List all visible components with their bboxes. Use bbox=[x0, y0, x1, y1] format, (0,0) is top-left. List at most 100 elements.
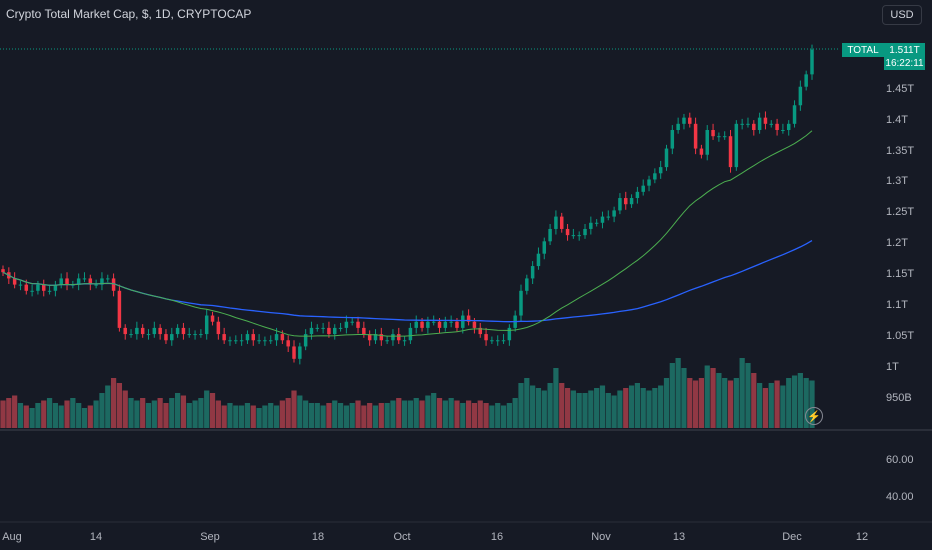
candle-body bbox=[1, 269, 5, 273]
candle-body bbox=[647, 179, 651, 186]
candle-body bbox=[548, 228, 552, 242]
volume-bar bbox=[116, 383, 123, 428]
volume-bar bbox=[273, 405, 280, 428]
volume-bar bbox=[786, 378, 792, 428]
volume-bar bbox=[570, 390, 576, 428]
volume-bar bbox=[256, 408, 262, 428]
volume-bar bbox=[774, 380, 780, 428]
candle-body bbox=[129, 334, 133, 336]
candle-body bbox=[519, 290, 523, 316]
volume-bar bbox=[588, 390, 594, 428]
volume-bar bbox=[87, 405, 93, 428]
currency-button[interactable]: USD bbox=[882, 5, 922, 25]
candle-body bbox=[717, 136, 721, 138]
volume-bar bbox=[460, 403, 466, 428]
time-axis-label: 18 bbox=[311, 531, 325, 543]
candle-body bbox=[88, 278, 93, 285]
volume-bar bbox=[681, 368, 687, 428]
volume-bar bbox=[687, 378, 693, 428]
volume-bar bbox=[524, 378, 530, 428]
volume-bar bbox=[442, 400, 448, 428]
volume-bar bbox=[35, 403, 41, 428]
volume-bar bbox=[297, 395, 303, 428]
price-axis-label: 1.25T bbox=[886, 206, 915, 219]
volume-bar bbox=[145, 403, 152, 428]
volume-bar bbox=[151, 400, 157, 428]
volume-bar bbox=[704, 365, 710, 428]
candle-body bbox=[426, 321, 430, 328]
candle-body bbox=[408, 327, 413, 341]
volume-bar bbox=[436, 398, 443, 428]
candle-body bbox=[484, 334, 488, 341]
volume-bar bbox=[367, 403, 373, 428]
volume-bar bbox=[582, 393, 588, 428]
volume-bar bbox=[396, 398, 402, 428]
candle-body bbox=[117, 290, 122, 328]
volume-bar bbox=[768, 383, 774, 428]
candle-body bbox=[542, 241, 547, 254]
volume-bar bbox=[140, 398, 146, 428]
candle-body bbox=[216, 321, 221, 335]
candle-body bbox=[804, 74, 808, 87]
volume-bar bbox=[512, 398, 518, 428]
volume-bar bbox=[483, 403, 489, 428]
volume-bar bbox=[477, 400, 483, 428]
volume-bar bbox=[564, 388, 571, 428]
candle-body bbox=[111, 278, 116, 291]
candle-body bbox=[606, 216, 611, 218]
volume-bar bbox=[466, 400, 472, 428]
time-axis-label: 12 bbox=[855, 531, 869, 543]
candle-body bbox=[699, 148, 704, 155]
volume-bar bbox=[431, 393, 437, 428]
volume-bar bbox=[541, 390, 547, 428]
candle-body bbox=[82, 278, 87, 280]
volume-bar bbox=[535, 388, 542, 428]
volume-bar bbox=[355, 400, 361, 428]
candle-body bbox=[589, 222, 593, 229]
volume-bar bbox=[81, 408, 88, 428]
volume-bar bbox=[733, 378, 739, 428]
volume-bar bbox=[128, 398, 134, 428]
time-axis-label: Aug bbox=[2, 531, 22, 543]
volume-bar bbox=[401, 400, 408, 428]
volume-bar bbox=[454, 400, 460, 428]
volume-bar bbox=[553, 368, 559, 428]
candle-body bbox=[303, 334, 308, 347]
candle-body bbox=[565, 228, 570, 236]
candle-body bbox=[321, 327, 325, 329]
volume-bar bbox=[250, 405, 256, 428]
price-axis-label: 950B bbox=[886, 391, 912, 404]
candle-body bbox=[140, 327, 145, 335]
candle-body bbox=[234, 340, 238, 342]
candle-body bbox=[228, 340, 232, 342]
candle-body bbox=[245, 334, 250, 341]
volume-bar bbox=[343, 405, 349, 428]
oscillator-axis-label: 40.00 bbox=[886, 491, 914, 503]
candle-body bbox=[495, 340, 500, 342]
volume-bar bbox=[547, 383, 553, 428]
candle-body bbox=[164, 334, 168, 341]
candle-body bbox=[635, 191, 640, 199]
volume-bar bbox=[268, 403, 274, 428]
price-axis-label: 1.15T bbox=[886, 268, 915, 281]
candle-body bbox=[239, 340, 244, 342]
symbol-tag: TOTAL bbox=[842, 43, 884, 57]
candle-body bbox=[123, 327, 127, 335]
volume-bar bbox=[448, 398, 454, 428]
candle-body bbox=[466, 315, 471, 322]
candle-body bbox=[333, 327, 337, 335]
volume-bar bbox=[332, 400, 338, 428]
candle-body bbox=[554, 216, 558, 229]
candle-body bbox=[152, 327, 157, 335]
volume-bar bbox=[6, 398, 12, 428]
candle-body bbox=[792, 105, 797, 124]
candle-body bbox=[571, 235, 576, 237]
volume-bar bbox=[530, 385, 536, 428]
candle-body bbox=[478, 327, 482, 335]
lightning-icon[interactable]: ⚡ bbox=[805, 407, 823, 425]
price-axis-label: 1T bbox=[886, 361, 899, 373]
candle-body bbox=[507, 327, 512, 341]
volume-bar bbox=[180, 395, 187, 428]
candle-body bbox=[41, 284, 46, 291]
